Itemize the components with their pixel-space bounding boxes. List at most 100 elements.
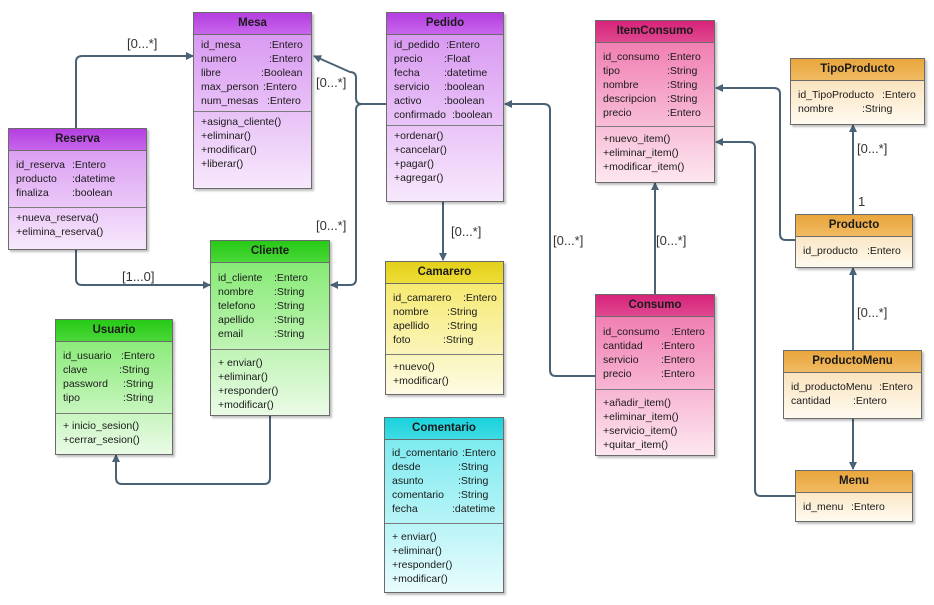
method-row: +modificar() [201, 144, 257, 156]
methods-section: +nuevo() +modificar() [386, 354, 503, 391]
attribute-row: id_camarero:Entero [393, 292, 497, 304]
attribute-row: password:String [63, 378, 154, 390]
method-row: +eliminar_item() [603, 411, 679, 423]
attribute-row: id_usuario:Entero [63, 350, 155, 362]
method-row: +eliminar() [201, 130, 251, 142]
attribute-row: producto:datetime [16, 173, 116, 185]
methods-section: +ordenar() +cancelar() +pagar() +agregar… [387, 125, 503, 188]
class-itemconsumo[interactable]: ItemConsumo id_consumo:Entero tipo:Strin… [595, 20, 715, 183]
attributes-section: id_productoMenu:Entero cantidad:Entero [784, 373, 921, 411]
method-row: +responder() [218, 385, 279, 397]
attribute-row: clave:String [63, 364, 150, 376]
attribute-row: id_reserva:Entero [16, 159, 106, 171]
multiplicity-label: [0...*] [553, 233, 584, 248]
method-row: +cancelar() [394, 144, 447, 156]
method-row: +asigna_cliente() [201, 116, 282, 128]
attribute-row: numero:Entero [201, 53, 303, 65]
attribute-row: apellido:String [393, 320, 478, 332]
method-row: +eliminar_item() [603, 147, 679, 159]
attribute-row: id_mesa:Entero [201, 39, 303, 51]
class-consumo[interactable]: Consumo id_consumo:Entero cantidad:Enter… [595, 294, 715, 456]
attribute-row: num_mesas:Entero [201, 95, 301, 107]
attribute-row: fecha:datetime [394, 67, 488, 79]
method-row: +nuevo() [393, 361, 435, 373]
class-productomenu[interactable]: ProductoMenu id_productoMenu:Entero cant… [783, 350, 922, 419]
attribute-row: precio:Entero [603, 368, 695, 380]
attribute-row: id_productoMenu:Entero [791, 381, 913, 393]
attribute-row: nombre:String [603, 79, 698, 91]
method-row: +ordenar() [394, 130, 444, 142]
method-row: +modificar_item() [603, 161, 685, 173]
class-pedido[interactable]: Pedido id_pedido:Entero precio:Float fec… [386, 12, 504, 202]
attribute-row: desde:String [392, 461, 489, 473]
attribute-row: comentario:String [392, 489, 489, 501]
methods-section: +asigna_cliente() +eliminar() +modificar… [194, 111, 311, 174]
class-title: Usuario [56, 320, 172, 342]
class-title: Producto [796, 215, 912, 237]
attribute-row: nombre:String [218, 286, 305, 298]
attribute-row: id_TipoProducto:Entero [798, 89, 916, 101]
class-title: ProductoMenu [784, 351, 921, 373]
attribute-row: id_cliente:Entero [218, 272, 308, 284]
class-reserva[interactable]: Reserva id_reserva:Entero producto:datet… [8, 128, 147, 250]
attribute-row: servicio:boolean [394, 81, 485, 93]
link-menu-itemconsumo [715, 138, 795, 497]
multiplicity-label: [0...*] [857, 305, 888, 320]
method-row: + inicio_sesion() [63, 420, 140, 432]
method-row: +nueva_reserva() [16, 212, 99, 224]
multiplicity-label: [1...0] [122, 269, 155, 284]
attributes-section: id_menu:Entero [796, 493, 912, 517]
attribute-row: fecha:datetime [392, 503, 496, 515]
attribute-row: tipo:String [63, 392, 154, 404]
attribute-row: libre:Boolean [201, 67, 303, 79]
attributes-section: id_mesa:Entero numero:Entero libre:Boole… [194, 35, 311, 111]
class-comentario[interactable]: Comentario id_comentario:Entero desde:St… [384, 417, 504, 593]
attribute-row: max_person:Entero [201, 81, 297, 93]
attribute-row: precio:Entero [603, 107, 701, 119]
multiplicity-label: [0...*] [316, 218, 347, 233]
class-producto[interactable]: Producto id_producto:Entero [795, 214, 913, 268]
method-row: +servicio_item() [603, 425, 678, 437]
attribute-row: servicio:Entero [603, 354, 695, 366]
method-row: +elimina_reserva() [16, 226, 104, 238]
method-row: +eliminar() [392, 545, 442, 557]
multiplicity-label: [0...*] [857, 141, 888, 156]
class-camarero[interactable]: Camarero id_camarero:Entero nombre:Strin… [385, 261, 504, 395]
class-title: TipoProducto [791, 59, 924, 81]
attribute-row: foto:String [393, 334, 474, 346]
method-row: +responder() [392, 559, 453, 571]
class-menu[interactable]: Menu id_menu:Entero [795, 470, 913, 522]
class-title: Mesa [194, 13, 311, 35]
class-title: Menu [796, 471, 912, 493]
attribute-row: nombre:String [798, 103, 893, 115]
class-title: Comentario [385, 418, 503, 440]
method-row: + enviar() [392, 531, 437, 543]
attribute-row: nombre:String [393, 306, 478, 318]
attribute-row: activo:boolean [394, 95, 485, 107]
method-row: +añadir_item() [603, 397, 671, 409]
method-row: +liberar() [201, 158, 244, 170]
link-reserva-mesa [75, 52, 194, 128]
attributes-section: id_comentario:Entero desde:String asunto… [385, 440, 503, 523]
multiplicity-label: [0...*] [316, 75, 347, 90]
class-tipoproducto[interactable]: TipoProducto id_TipoProducto:Entero nomb… [790, 58, 925, 125]
class-title: Camarero [386, 262, 503, 284]
attribute-row: apellido:String [218, 314, 305, 326]
attribute-row: email:String [218, 328, 305, 340]
method-row: +nuevo_item() [603, 133, 671, 145]
methods-section: + inicio_sesion() +cerrar_sesion() [56, 413, 172, 450]
attribute-row: id_consumo:Entero [603, 51, 701, 63]
class-cliente[interactable]: Cliente id_cliente:Entero nombre:String … [210, 240, 330, 416]
method-row: +cerrar_sesion() [63, 434, 140, 446]
attributes-section: id_camarero:Entero nombre:String apellid… [386, 284, 503, 354]
attribute-row: id_comentario:Entero [392, 447, 496, 459]
method-row: +eliminar() [218, 371, 268, 383]
method-row: +modificar() [393, 375, 449, 387]
class-usuario[interactable]: Usuario id_usuario:Entero clave:String p… [55, 319, 173, 455]
methods-section: +añadir_item() +eliminar_item() +servici… [596, 389, 714, 455]
attribute-row: precio:Float [394, 53, 471, 65]
attributes-section: id_producto:Entero [796, 237, 912, 261]
method-row: +agregar() [394, 172, 444, 184]
class-mesa[interactable]: Mesa id_mesa:Entero numero:Entero libre:… [193, 12, 312, 189]
attributes-section: id_consumo:Entero cantidad:Entero servic… [596, 317, 714, 389]
